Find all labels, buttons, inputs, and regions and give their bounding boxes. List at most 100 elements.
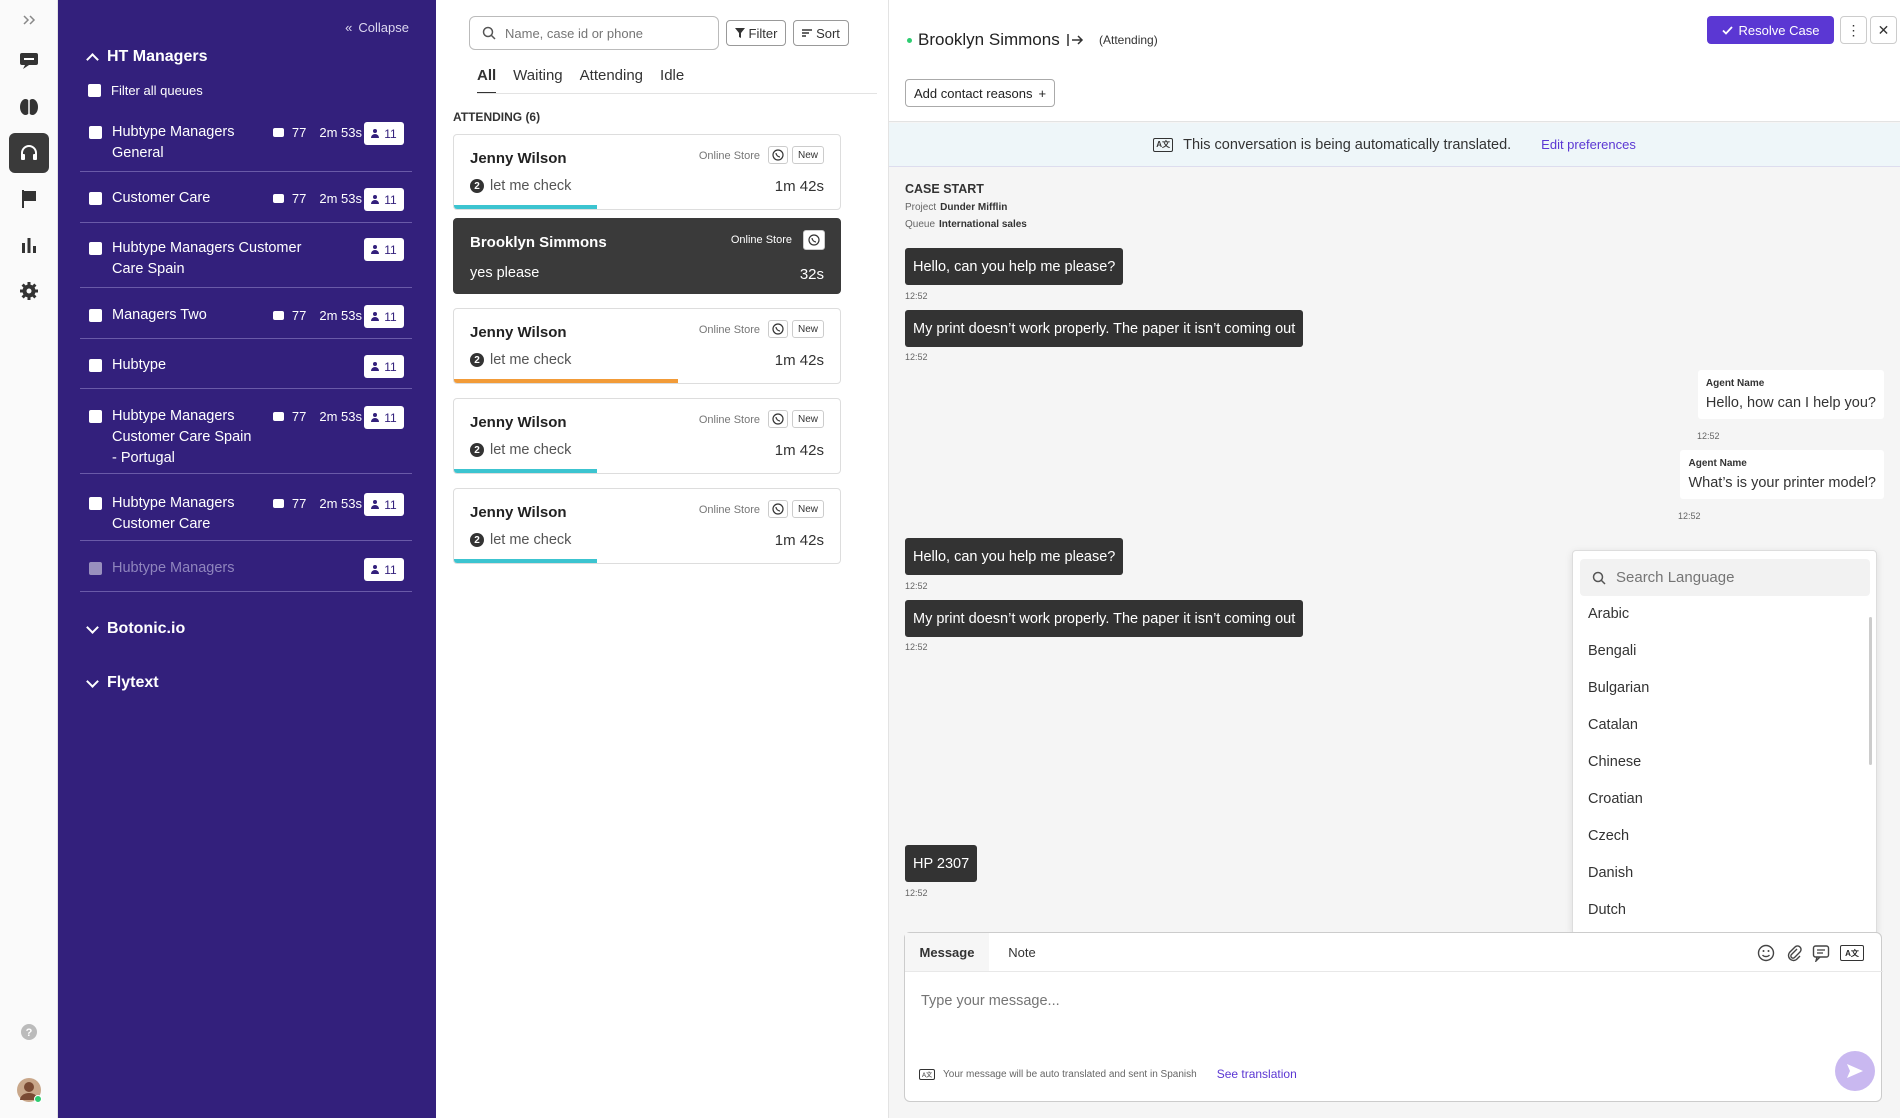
case-card[interactable]: Jenny Wilson Online Store New 2 let me ch… bbox=[453, 488, 841, 564]
queue-row[interactable]: Hubtype Managers Customer Care 77 2m 53s … bbox=[80, 489, 412, 541]
queue-checkbox[interactable] bbox=[89, 562, 102, 575]
case-contact-name: Jenny Wilson bbox=[470, 504, 567, 521]
tab-idle[interactable]: Idle bbox=[660, 67, 685, 84]
message-time: 12:52 bbox=[905, 642, 928, 652]
message-input[interactable] bbox=[921, 993, 1521, 1009]
agents-badge[interactable]: 11 bbox=[364, 406, 404, 429]
send-button[interactable] bbox=[1835, 1051, 1875, 1091]
tab-attending[interactable]: Attending bbox=[579, 67, 644, 84]
language-option[interactable]: Danish bbox=[1588, 865, 1634, 881]
case-store: Online Store bbox=[730, 234, 792, 246]
see-translation-link[interactable]: See translation bbox=[1216, 1067, 1297, 1081]
queue-row[interactable]: Hubtype 11 bbox=[80, 351, 412, 389]
filter-all-checkbox[interactable] bbox=[88, 84, 101, 97]
chevron-down-icon bbox=[86, 674, 99, 688]
case-last-message: 2 let me check bbox=[470, 532, 571, 548]
sort-button[interactable]: Sort bbox=[793, 20, 849, 46]
more-options-button[interactable]: ⋮ bbox=[1840, 16, 1867, 44]
agents-badge[interactable]: 11 bbox=[364, 355, 404, 378]
tab-note[interactable]: Note bbox=[1008, 944, 1036, 960]
queue-checkbox[interactable] bbox=[89, 410, 102, 423]
user-avatar[interactable] bbox=[9, 1070, 49, 1110]
expand-icon[interactable] bbox=[9, 0, 49, 40]
filter-all-queues[interactable]: Filter all queues bbox=[88, 83, 203, 98]
auto-translate-note: A文 Your message will be auto translated … bbox=[919, 1067, 1297, 1081]
queue-row[interactable]: Hubtype Managers Customer Care Spain - P… bbox=[80, 402, 412, 474]
language-option[interactable]: Czech bbox=[1588, 828, 1630, 844]
queue-row[interactable]: Managers Two 77 2m 53s 11 bbox=[80, 301, 412, 339]
queue-checkbox[interactable] bbox=[89, 242, 102, 255]
agent-message: Agent Name Hello, how can I help you? bbox=[1697, 370, 1884, 419]
close-button[interactable]: ✕ bbox=[1870, 16, 1897, 44]
case-progress-bar bbox=[454, 559, 597, 563]
filter-button[interactable]: Filter bbox=[726, 20, 786, 46]
brain-icon[interactable] bbox=[9, 87, 49, 127]
agents-badge[interactable]: 11 bbox=[364, 122, 404, 145]
agents-badge[interactable]: 11 bbox=[364, 493, 404, 516]
language-option[interactable]: Bulgarian bbox=[1588, 680, 1650, 696]
queue-row[interactable]: Hubtype Managers Customer Care Spain 11 bbox=[80, 234, 412, 288]
language-option[interactable]: Dutch bbox=[1588, 902, 1626, 918]
tab-waiting[interactable]: Waiting bbox=[513, 67, 563, 84]
queue-checkbox[interactable] bbox=[89, 126, 102, 139]
language-option[interactable]: Arabic bbox=[1588, 606, 1630, 622]
bar-chart-icon[interactable] bbox=[9, 225, 49, 265]
queue-row[interactable]: Hubtype Managers General 77 2m 53s 11 bbox=[80, 118, 412, 172]
add-contact-reasons-button[interactable]: Add contact reasons + bbox=[905, 79, 1056, 107]
resolve-case-button[interactable]: Resolve Case bbox=[1707, 16, 1834, 44]
group-flytext[interactable]: Flytext bbox=[86, 674, 159, 692]
flag-icon[interactable] bbox=[9, 179, 49, 219]
person-icon bbox=[371, 362, 380, 371]
headset-icon[interactable] bbox=[9, 133, 49, 173]
agents-badge[interactable]: 11 bbox=[364, 188, 404, 211]
chevron-up-icon bbox=[86, 52, 99, 66]
whatsapp-icon bbox=[768, 500, 788, 518]
canned-response-icon[interactable] bbox=[1811, 944, 1831, 962]
queue-checkbox[interactable] bbox=[89, 497, 102, 510]
case-card-selected[interactable]: Brooklyn Simmons Online Store yes please… bbox=[453, 218, 841, 294]
agents-badge[interactable]: 11 bbox=[364, 558, 404, 581]
group-ht-managers[interactable]: HT Managers bbox=[86, 48, 207, 66]
language-option[interactable]: Bengali bbox=[1588, 643, 1637, 659]
language-search-input[interactable] bbox=[1616, 569, 1846, 586]
transfer-icon[interactable] bbox=[1066, 33, 1084, 47]
language-search[interactable] bbox=[1580, 559, 1870, 596]
language-option[interactable]: Catalan bbox=[1588, 717, 1638, 733]
translate-icon[interactable]: A文 bbox=[1839, 944, 1865, 962]
case-search-input[interactable] bbox=[505, 25, 695, 41]
case-card[interactable]: Jenny Wilson Online Store New 2 let me ch… bbox=[453, 398, 841, 474]
case-contact-name: Jenny Wilson bbox=[470, 150, 567, 167]
edit-preferences-link[interactable]: Edit preferences bbox=[1541, 137, 1636, 152]
queue-checkbox[interactable] bbox=[89, 192, 102, 205]
help-icon[interactable]: ? bbox=[9, 1012, 49, 1052]
person-icon bbox=[371, 565, 380, 574]
language-scrollbar[interactable] bbox=[1869, 617, 1872, 765]
queue-stats: 77 2m 53s bbox=[272, 191, 362, 206]
queue-row[interactable]: Hubtype Managers 11 bbox=[80, 554, 412, 592]
case-card[interactable]: Jenny Wilson Online Store New 2 let me ch… bbox=[453, 308, 841, 384]
case-last-message: 2 let me check bbox=[470, 352, 571, 368]
settings-icon[interactable] bbox=[9, 271, 49, 311]
language-option[interactable]: Chinese bbox=[1588, 754, 1642, 770]
queue-checkbox[interactable] bbox=[89, 309, 102, 322]
message-time: 12:52 bbox=[1697, 431, 1720, 441]
language-option[interactable]: Croatian bbox=[1588, 791, 1643, 807]
message-icon bbox=[272, 412, 284, 421]
tab-all[interactable]: All bbox=[477, 67, 497, 94]
case-contact-name: Jenny Wilson bbox=[470, 324, 567, 341]
emoji-icon[interactable] bbox=[1756, 944, 1776, 962]
case-card[interactable]: Jenny Wilson Online Store New 2 let me ch… bbox=[453, 134, 841, 210]
tab-message[interactable]: Message bbox=[905, 933, 989, 971]
case-contact-name: Jenny Wilson bbox=[470, 414, 567, 431]
agents-badge[interactable]: 11 bbox=[364, 305, 404, 328]
new-badge: New bbox=[791, 500, 824, 518]
queue-checkbox[interactable] bbox=[89, 359, 102, 372]
message-icon bbox=[272, 499, 284, 508]
attachment-icon[interactable] bbox=[1784, 944, 1804, 962]
chat-icon[interactable] bbox=[9, 41, 49, 81]
queue-row[interactable]: Customer Care 77 2m 53s 11 bbox=[80, 184, 412, 223]
case-search[interactable] bbox=[469, 16, 719, 50]
collapse-button[interactable]: « Collapse bbox=[345, 20, 409, 35]
agents-badge[interactable]: 11 bbox=[364, 238, 404, 261]
group-botonic[interactable]: Botonic.io bbox=[86, 620, 185, 638]
